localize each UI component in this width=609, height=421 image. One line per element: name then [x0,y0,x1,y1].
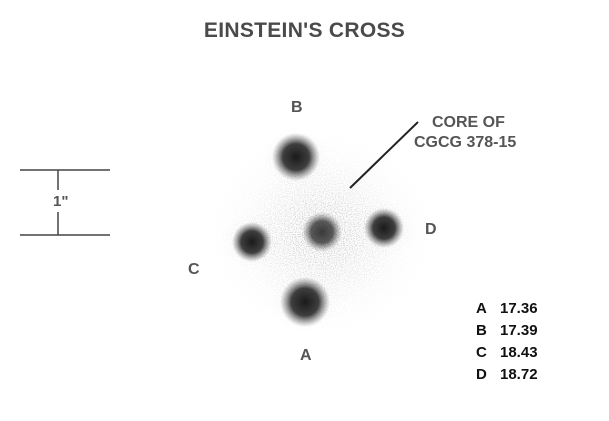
scale-label: 1" [53,193,69,210]
label-c: C [188,261,200,278]
core-pointer-line [349,121,419,189]
quasar-image-a [280,277,330,327]
core-label-line-1: CORE OF [432,114,505,131]
label-b: B [291,99,303,116]
scale-bar [20,169,110,236]
magnitude-value: 17.36 [500,300,538,317]
core-label-line-2: CGCG 378-15 [414,134,517,151]
magnitude-table: A 17.36 B 17.39 C 18.43 D 18.72 [476,298,538,386]
quasar-image-b [272,133,320,181]
core-label: CORE OF CGCG 378-15 [414,113,516,153]
quasar-image-c [232,222,272,262]
magnitude-key: A [476,300,487,317]
magnitude-row: D 18.72 [476,364,538,386]
magnitude-value: 17.39 [500,322,538,339]
magnitude-row: A 17.36 [476,298,538,320]
magnitude-key: C [476,344,487,361]
magnitude-key: B [476,322,487,339]
label-a: A [300,347,312,364]
magnitude-value: 18.43 [500,344,538,361]
magnitude-value: 18.72 [500,366,538,383]
quasar-image-d [364,208,404,248]
magnitude-row: B 17.39 [476,320,538,342]
magnitude-row: C 18.43 [476,342,538,364]
magnitude-key: D [476,366,487,383]
figure-title: EINSTEIN'S CROSS [203,19,406,42]
galaxy-core [302,212,342,252]
label-d: D [425,221,437,238]
